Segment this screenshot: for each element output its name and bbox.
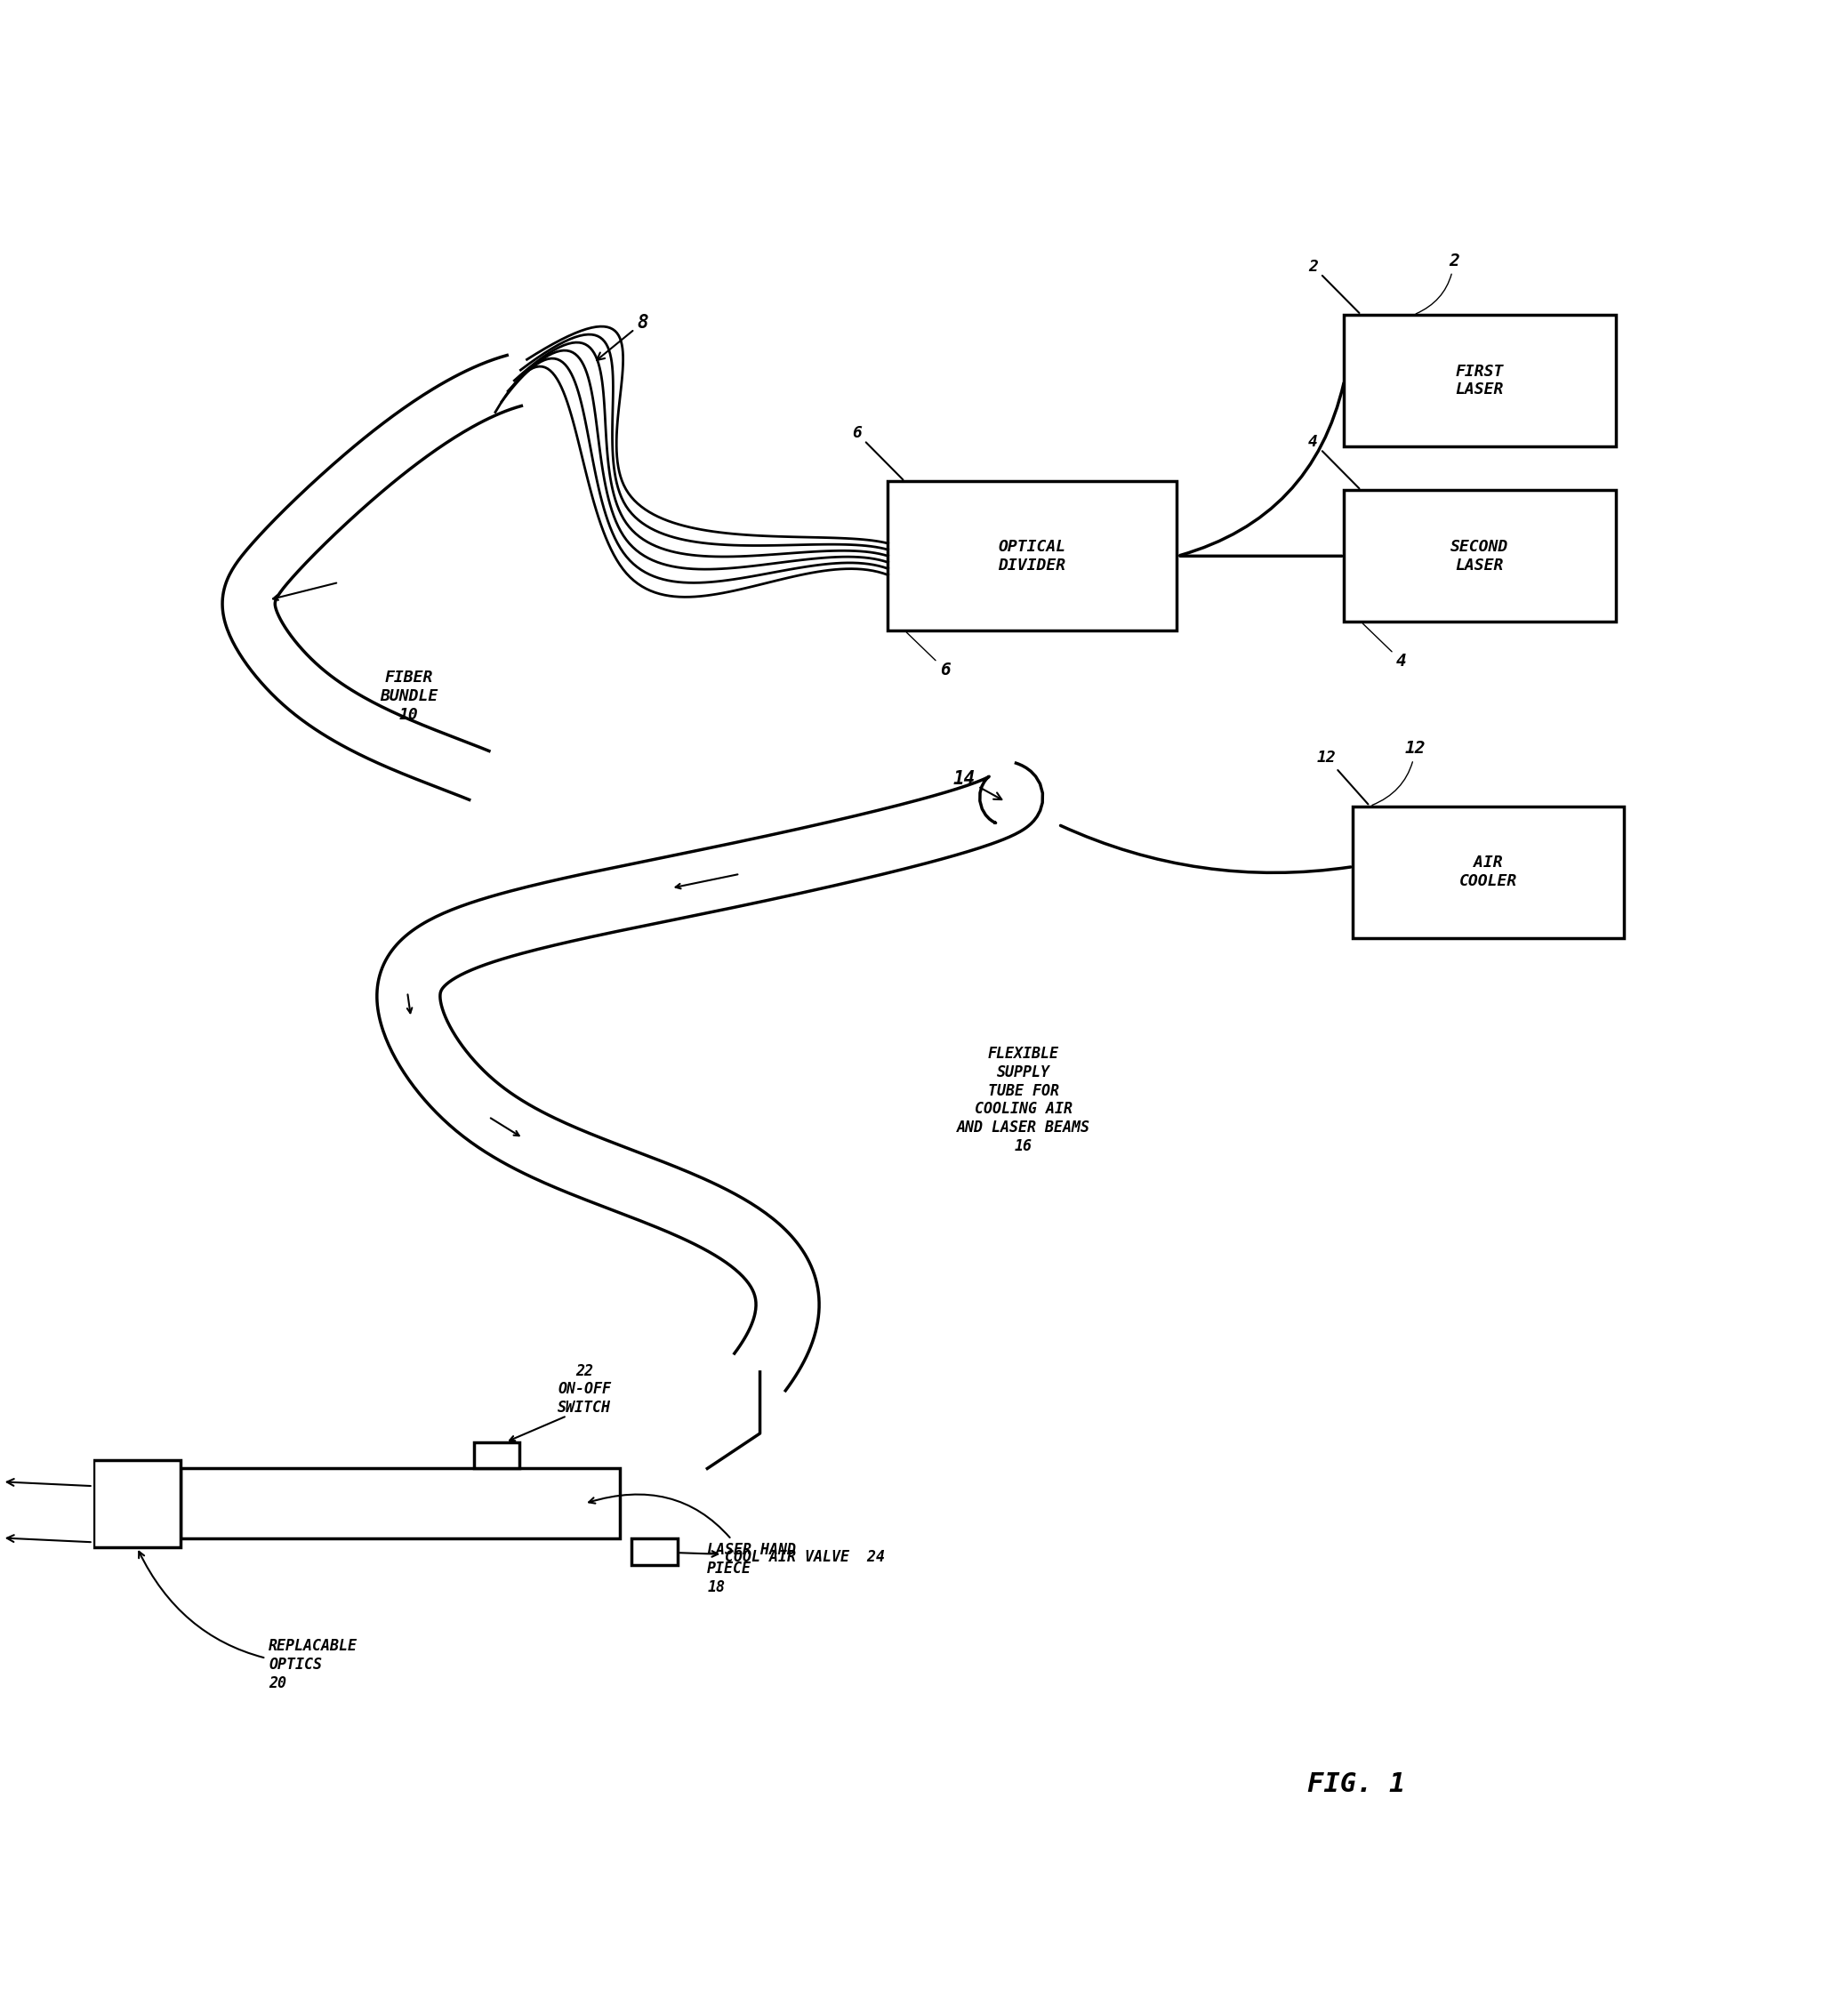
- Text: 14: 14: [954, 771, 1002, 799]
- Text: 12: 12: [1318, 751, 1368, 805]
- Text: AIR
COOLER: AIR COOLER: [1460, 855, 1517, 889]
- Text: FIRST
LASER: FIRST LASER: [1454, 363, 1504, 397]
- FancyBboxPatch shape: [1343, 490, 1615, 622]
- Text: COOL AIR VALVE  24: COOL AIR VALVE 24: [680, 1549, 885, 1565]
- Text: 4: 4: [1362, 624, 1406, 668]
- Bar: [473, 1443, 519, 1469]
- Text: FIBER
BUNDLE
10: FIBER BUNDLE 10: [381, 670, 438, 723]
- Text: FLEXIBLE
SUPPLY
TUBE FOR
COOLING AIR
AND LASER BEAMS
16: FLEXIBLE SUPPLY TUBE FOR COOLING AIR AND…: [957, 1046, 1090, 1154]
- Text: SECOND
LASER: SECOND LASER: [1451, 538, 1508, 574]
- Bar: [632, 1539, 678, 1565]
- Text: REPLACABLE
OPTICS
20: REPLACABLE OPTICS 20: [139, 1551, 357, 1692]
- Text: 8: 8: [597, 313, 649, 359]
- Text: 6: 6: [907, 632, 950, 678]
- Text: 1A: 1A: [0, 1473, 91, 1489]
- Text: LASER HAND
PIECE
18: LASER HAND PIECE 18: [590, 1495, 796, 1596]
- Text: 12: 12: [1371, 741, 1427, 805]
- Text: 1A: 1A: [0, 1529, 91, 1545]
- FancyBboxPatch shape: [1343, 315, 1615, 446]
- Text: 22
ON-OFF
SWITCH: 22 ON-OFF SWITCH: [558, 1363, 612, 1415]
- Bar: [92, 1459, 181, 1547]
- Text: OPTICAL
DIVIDER: OPTICAL DIVIDER: [998, 538, 1066, 574]
- Bar: [181, 1469, 619, 1539]
- Text: 2: 2: [1416, 253, 1460, 313]
- Text: 4: 4: [1308, 434, 1360, 488]
- Text: 2: 2: [1308, 259, 1360, 313]
- Text: FIG. 1: FIG. 1: [1308, 1772, 1406, 1796]
- Text: 6: 6: [852, 425, 904, 480]
- FancyBboxPatch shape: [887, 482, 1177, 630]
- FancyBboxPatch shape: [1353, 807, 1624, 937]
